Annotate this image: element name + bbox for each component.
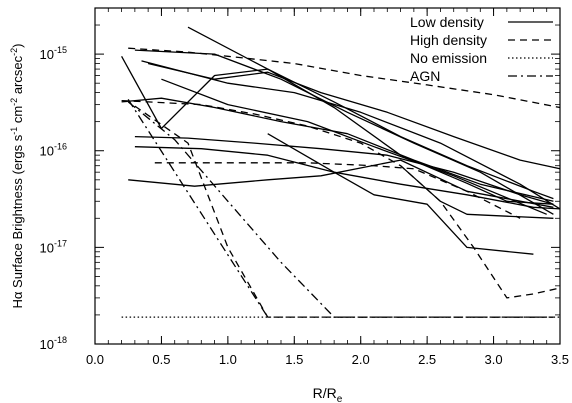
y-tick-label: 10-15 [40,45,67,62]
series-solid-line-4 [187,26,554,200]
series-solid-line-3 [141,60,561,210]
series-solid-line-2 [134,49,554,215]
series-solid-line-11 [128,159,554,208]
legend: Low density High density No emission AGN [410,14,553,84]
series-solid-line-9 [134,146,561,210]
ticks-layer: 0.0 0.5 1.0 1.5 2.0 2.5 3.0 3.5 10-18 10-17 10-16 1… [40,7,569,367]
legend-label: AGN [410,68,440,84]
series-solid-line-12 [400,165,554,219]
series-solid-line-5 [161,78,547,215]
x-tick-label: 1.5 [285,352,303,367]
x-tick-label: 3.5 [551,352,569,367]
series-dashdot-line-19 [127,99,269,318]
legend-label: High density [410,32,487,48]
legend-label: Low density [410,14,484,30]
x-tick-label: 3.0 [485,352,503,367]
plot-frame [94,7,561,345]
y-tick-label: 10-17 [40,238,67,255]
legend-label: No emission [410,50,487,66]
series-dashed-line-13 [128,47,561,109]
series-dashed-line-15 [154,162,521,219]
x-axis-label: R/Re [313,385,343,403]
series-solid-line-6 [147,62,561,170]
series-dashed-line-14 [121,99,561,299]
x-tick-label: 2.5 [418,352,436,367]
series-layer [121,26,561,318]
x-tick-label: 2.0 [352,352,370,367]
series-solid-line-8 [134,135,554,205]
series-dashed-line-16 [134,105,554,318]
axes-layer [94,7,561,345]
x-tick-label: 0.5 [152,352,170,367]
y-tick-label: 10-16 [40,142,67,159]
x-tick-label: 0.0 [86,352,104,367]
y-axis-label: Hα Surface Brightness (ergs s-1 cm-2 arc… [9,44,25,309]
series-solid-line-10 [267,133,534,255]
x-tick-label: 1.0 [219,352,237,367]
series-solid-line-1 [121,55,554,205]
y-tick-label: 10-18 [40,335,67,352]
